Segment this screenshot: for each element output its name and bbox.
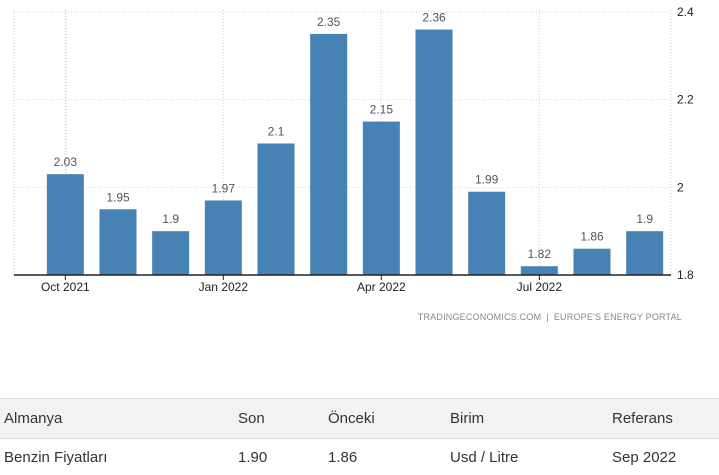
chart-area: 2.4 2.2 2 1.8 2.03 1.95 1.9 1.97 2.1 2.35 2.15 2.36… [0, 0, 719, 330]
bar [416, 30, 453, 275]
cell-last: 1.90 [234, 439, 324, 475]
table-header-row: Almanya Son Önceki Birim Referans [0, 399, 719, 439]
bar-chart: 2.4 2.2 2 1.8 2.03 1.95 1.9 1.97 2.1 2.35 2.15 2.36… [0, 0, 719, 330]
credit-portal[interactable]: EUROPE'S ENERGY PORTAL [554, 312, 682, 322]
data-label: 1.82 [528, 247, 552, 261]
bar [521, 266, 558, 275]
cell-reference: Sep 2022 [608, 439, 719, 475]
data-label: 2.35 [317, 15, 341, 29]
y-tick-label: 1.8 [677, 268, 694, 282]
header-reference: Referans [608, 399, 719, 439]
data-label: 1.95 [106, 190, 130, 204]
credit-source[interactable]: TRADINGECONOMICS.COM [418, 312, 542, 322]
bar [100, 209, 137, 275]
data-label: 1.9 [636, 212, 653, 226]
header-unit: Birim [446, 399, 608, 439]
cell-unit: Usd / Litre [446, 439, 608, 475]
bar [468, 192, 505, 275]
x-tick-label: Jul 2022 [517, 280, 563, 294]
data-label: 1.86 [580, 230, 604, 244]
credit-separator: | [546, 312, 549, 322]
x-tick-label: Apr 2022 [357, 280, 406, 294]
x-tick-label: Jan 2022 [199, 280, 249, 294]
y-tick-label: 2 [677, 180, 684, 194]
summary-table: Almanya Son Önceki Birim Referans Benzin… [0, 398, 719, 475]
bar [258, 144, 295, 276]
bar [152, 231, 189, 275]
header-country: Almanya [0, 399, 234, 439]
source-credit: TRADINGECONOMICS.COM | EUROPE'S ENERGY POR… [418, 312, 682, 322]
y-tick-label: 2.4 [677, 5, 694, 19]
data-label: 1.9 [162, 212, 179, 226]
bar [205, 200, 242, 275]
data-label: 1.99 [475, 173, 499, 187]
data-label: 2.15 [370, 103, 394, 117]
data-label: 2.1 [268, 125, 285, 139]
data-label: 2.03 [54, 155, 78, 169]
bar [626, 231, 663, 275]
bar [310, 34, 347, 275]
header-last: Son [234, 399, 324, 439]
bar [47, 174, 84, 275]
bar [574, 249, 611, 275]
y-tick-label: 2.2 [677, 93, 694, 107]
table-row: Benzin Fiyatları 1.90 1.86 Usd / Litre S… [0, 439, 719, 475]
header-previous: Önceki [324, 399, 446, 439]
cell-indicator[interactable]: Benzin Fiyatları [0, 439, 234, 475]
bar [363, 122, 400, 275]
cell-previous: 1.86 [324, 439, 446, 475]
data-label: 1.97 [212, 181, 236, 195]
x-tick-label: Oct 2021 [41, 280, 90, 294]
data-label: 2.36 [422, 11, 446, 25]
